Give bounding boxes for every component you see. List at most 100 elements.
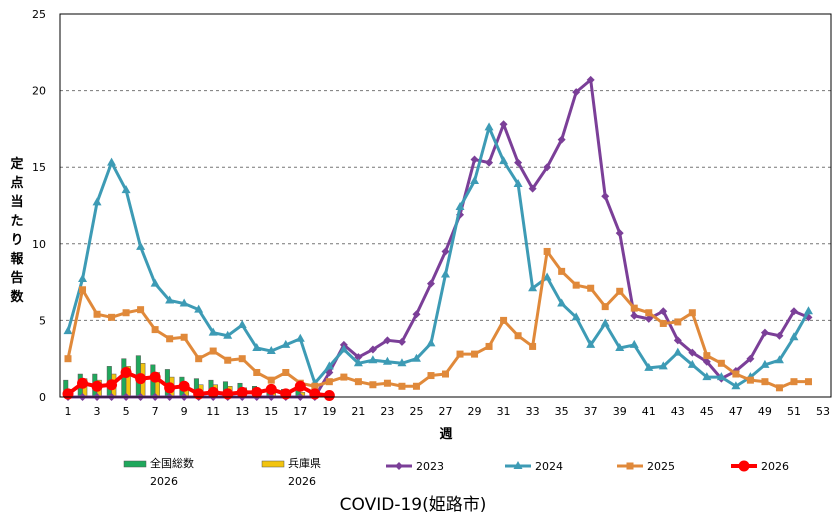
x-tick-label: 15 xyxy=(264,405,278,418)
point-marker xyxy=(79,286,87,294)
x-tick-label: 51 xyxy=(787,405,801,418)
x-tick-label: 7 xyxy=(152,405,159,418)
legend-item: 2024 xyxy=(505,460,563,473)
point-marker xyxy=(761,378,769,386)
x-tick-label: 27 xyxy=(439,405,453,418)
point-marker xyxy=(164,382,176,394)
point-marker xyxy=(91,380,103,392)
x-tick-label: 47 xyxy=(729,405,743,418)
point-marker xyxy=(790,378,798,386)
legend-label: 2026 xyxy=(288,475,316,488)
point-marker xyxy=(252,342,262,351)
legend-label: 2026 xyxy=(150,475,178,488)
y-axis-label-char: 数 xyxy=(10,289,24,305)
point-marker xyxy=(194,304,204,313)
point-marker xyxy=(471,350,479,358)
point-marker xyxy=(195,355,203,363)
x-axis-label: 週 xyxy=(439,427,452,442)
point-marker xyxy=(353,358,363,367)
y-axis-label: 定点当たり報告数 xyxy=(9,156,24,305)
point-marker xyxy=(282,368,290,376)
point-marker xyxy=(687,359,697,368)
point-marker xyxy=(179,298,189,307)
legend-label: 2025 xyxy=(647,460,675,473)
point-marker xyxy=(397,337,406,346)
point-marker xyxy=(528,184,537,193)
point-marker xyxy=(703,352,711,360)
x-tick-label: 43 xyxy=(671,405,685,418)
point-marker xyxy=(456,350,464,358)
point-marker xyxy=(369,381,377,389)
point-marker xyxy=(615,342,625,351)
point-marker xyxy=(265,383,277,395)
point-marker xyxy=(427,372,435,380)
point-marker xyxy=(441,269,450,278)
point-marker xyxy=(543,163,552,172)
point-marker xyxy=(106,379,118,391)
point-marker xyxy=(222,388,234,400)
point-marker xyxy=(180,333,188,341)
point-marker xyxy=(267,376,275,384)
point-marker xyxy=(63,326,73,335)
x-tick-label: 11 xyxy=(206,405,220,418)
point-marker xyxy=(732,370,740,378)
series-2024 xyxy=(63,122,813,390)
point-marker xyxy=(295,333,305,342)
point-marker xyxy=(789,307,798,316)
point-marker xyxy=(803,306,813,315)
point-marker xyxy=(674,318,682,326)
point-marker xyxy=(775,384,783,392)
point-marker xyxy=(383,379,391,387)
point-marker xyxy=(324,361,334,370)
point-marker xyxy=(485,342,493,350)
chart-title: COVID-19(姫路市) xyxy=(340,495,487,515)
point-marker xyxy=(383,336,392,345)
point-marker xyxy=(165,295,175,304)
point-marker xyxy=(760,359,770,368)
point-marker xyxy=(236,386,248,398)
point-marker xyxy=(688,309,696,317)
point-marker xyxy=(238,355,246,363)
point-marker xyxy=(442,370,449,378)
point-marker xyxy=(397,358,407,367)
x-tick-label: 25 xyxy=(409,405,423,418)
point-marker xyxy=(208,327,218,336)
point-marker xyxy=(150,278,160,287)
point-marker xyxy=(281,339,291,348)
point-marker xyxy=(398,382,406,390)
point-marker xyxy=(382,356,392,365)
point-marker xyxy=(659,319,667,327)
point-marker xyxy=(251,386,263,398)
point-marker xyxy=(702,372,712,381)
point-marker xyxy=(368,355,378,364)
point-marker xyxy=(311,382,319,390)
point-marker xyxy=(411,353,421,362)
point-marker xyxy=(470,175,480,184)
point-marker xyxy=(135,373,147,385)
point-marker xyxy=(760,328,769,337)
y-axis-label-char: た xyxy=(10,214,23,229)
point-marker xyxy=(630,311,639,320)
point-marker xyxy=(738,460,750,472)
point-marker xyxy=(223,330,233,339)
point-marker xyxy=(716,372,726,381)
point-marker xyxy=(601,303,609,311)
point-marker xyxy=(789,332,799,341)
legend-item: 2026 xyxy=(731,460,789,473)
point-marker xyxy=(644,314,653,323)
point-marker xyxy=(209,347,217,355)
point-marker xyxy=(354,378,362,386)
plot-area-border xyxy=(59,13,832,398)
point-marker xyxy=(137,306,145,314)
point-marker xyxy=(572,88,581,97)
point-marker xyxy=(193,388,205,400)
x-tick-label: 13 xyxy=(235,405,249,418)
legend-label: 全国総数 xyxy=(150,456,194,470)
point-marker xyxy=(514,332,522,340)
point-marker xyxy=(108,313,116,321)
y-axis-label-char: 点 xyxy=(10,175,23,191)
point-marker xyxy=(673,347,683,356)
point-marker xyxy=(644,362,654,371)
point-marker xyxy=(688,348,697,357)
y-tick-label: 10 xyxy=(32,238,46,251)
